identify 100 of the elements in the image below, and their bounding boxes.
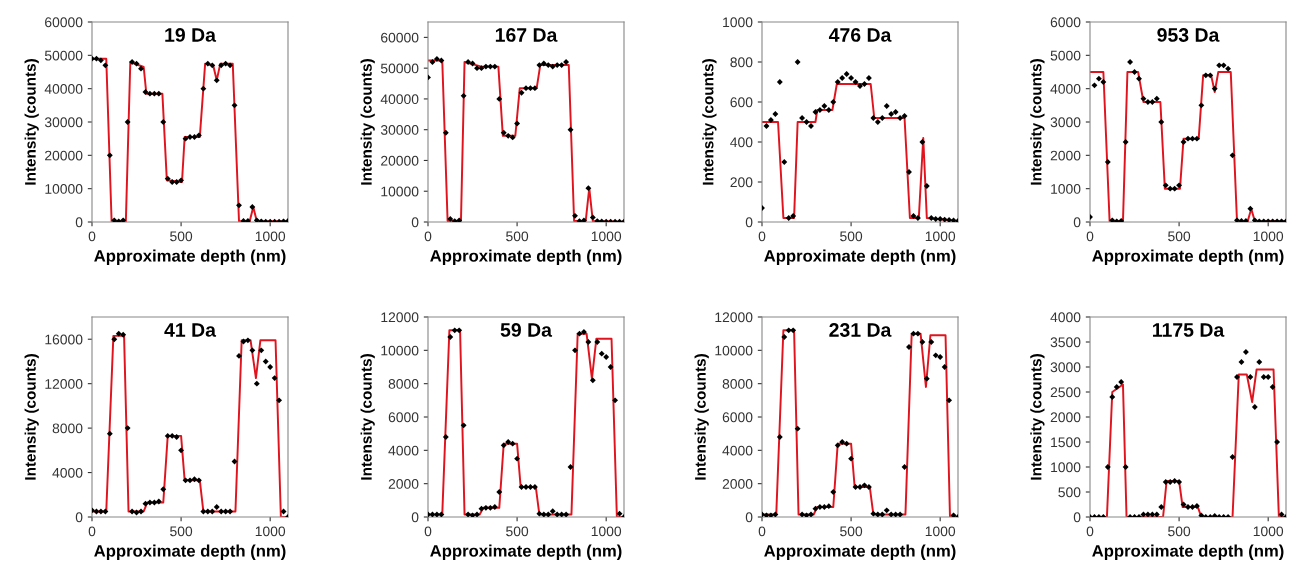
point — [1265, 374, 1272, 380]
point — [1171, 478, 1178, 484]
point — [572, 212, 578, 219]
point — [540, 60, 547, 67]
point — [191, 134, 198, 140]
point — [258, 347, 265, 354]
point — [218, 62, 225, 69]
point — [1109, 217, 1116, 222]
point — [1095, 75, 1102, 82]
point — [763, 512, 770, 517]
point — [491, 63, 498, 70]
point — [474, 65, 480, 72]
point — [1122, 464, 1129, 470]
point — [567, 464, 574, 470]
point — [1158, 119, 1165, 125]
point — [138, 508, 144, 515]
point — [879, 115, 886, 121]
y-tick-label: 0 — [75, 512, 83, 523]
point — [1127, 59, 1134, 65]
point — [803, 512, 810, 517]
point — [825, 107, 832, 113]
y-tick-label: 1000 — [1051, 184, 1081, 194]
x-tick-label: 0 — [88, 526, 96, 537]
point — [227, 62, 234, 69]
y-tick-label: 50000 — [380, 63, 419, 74]
x-tick-label: 1000 — [1253, 231, 1284, 242]
point — [545, 511, 552, 517]
point — [133, 60, 140, 67]
point — [576, 330, 583, 337]
point — [598, 350, 605, 357]
point — [102, 508, 109, 515]
point — [616, 510, 623, 517]
point — [1189, 135, 1196, 142]
point — [830, 489, 837, 495]
y-tick-label: 0 — [411, 217, 419, 228]
x-tick-label: 500 — [1168, 526, 1191, 537]
point — [429, 59, 436, 65]
x-tick-label: 1000 — [1253, 526, 1284, 537]
point — [901, 464, 908, 470]
y-tick-label: 3000 — [1050, 117, 1081, 128]
point — [558, 62, 565, 69]
point — [923, 375, 930, 382]
point — [763, 123, 770, 129]
point — [456, 327, 463, 334]
point — [155, 90, 162, 97]
point — [803, 119, 810, 125]
point — [120, 217, 127, 222]
point — [580, 217, 587, 222]
point — [195, 477, 202, 484]
point — [218, 508, 225, 515]
point — [554, 62, 561, 69]
point — [816, 107, 823, 113]
point — [1109, 394, 1116, 400]
y-tick-label: 40000 — [380, 94, 419, 105]
y-axis-title: Intensity (counts) — [694, 354, 709, 480]
point — [111, 336, 118, 343]
y-tick-label: 8000 — [722, 379, 753, 389]
point — [848, 455, 855, 462]
point — [914, 215, 921, 221]
y-axis-title: Intensity (counts) — [360, 59, 375, 185]
point — [567, 126, 574, 133]
x-tick-label: 500 — [170, 231, 193, 242]
point — [253, 380, 260, 387]
y-axis-title: Intensity (counts) — [24, 354, 39, 480]
point — [888, 111, 895, 117]
point — [1269, 384, 1276, 390]
point — [276, 397, 283, 404]
point — [589, 377, 596, 384]
y-tick-label: 12000 — [45, 379, 83, 389]
point — [1104, 159, 1111, 165]
point — [897, 115, 904, 121]
point — [231, 102, 238, 109]
point — [1118, 379, 1125, 385]
point — [1122, 139, 1129, 145]
y-tick-label: 1000 — [723, 17, 753, 28]
point — [514, 455, 521, 462]
point — [910, 213, 917, 219]
point — [1149, 99, 1156, 105]
x-axis-title: Approximate depth (nm) — [764, 249, 956, 266]
point — [142, 89, 149, 95]
point — [191, 476, 198, 483]
point — [474, 511, 480, 517]
y-tick-label: 60000 — [381, 32, 419, 43]
point — [97, 57, 104, 64]
point — [772, 511, 779, 517]
point — [839, 75, 846, 81]
x-tick-label: 1000 — [255, 231, 286, 242]
y-tick-label: 5000 — [1050, 50, 1081, 61]
point — [447, 215, 454, 222]
point — [456, 217, 463, 222]
point — [861, 482, 868, 489]
point — [1100, 79, 1107, 85]
x-tick-label: 500 — [840, 231, 863, 242]
y-tick-label: 4000 — [1050, 84, 1081, 94]
point — [146, 90, 153, 97]
chart-title: 476 Da — [828, 28, 892, 42]
point — [1136, 75, 1142, 82]
y-tick-label: 12000 — [715, 312, 753, 323]
point — [478, 505, 485, 512]
y-tick-label: 1500 — [1051, 437, 1081, 448]
